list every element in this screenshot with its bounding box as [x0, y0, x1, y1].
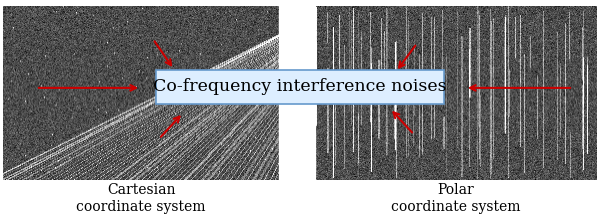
Bar	[279, 0, 315, 217]
Text: Polar
coordinate system: Polar coordinate system	[391, 183, 521, 214]
Text: Co-frequency interference noises: Co-frequency interference noises	[153, 78, 447, 95]
FancyBboxPatch shape	[156, 70, 444, 104]
Text: Cartesian
coordinate system: Cartesian coordinate system	[76, 183, 206, 214]
